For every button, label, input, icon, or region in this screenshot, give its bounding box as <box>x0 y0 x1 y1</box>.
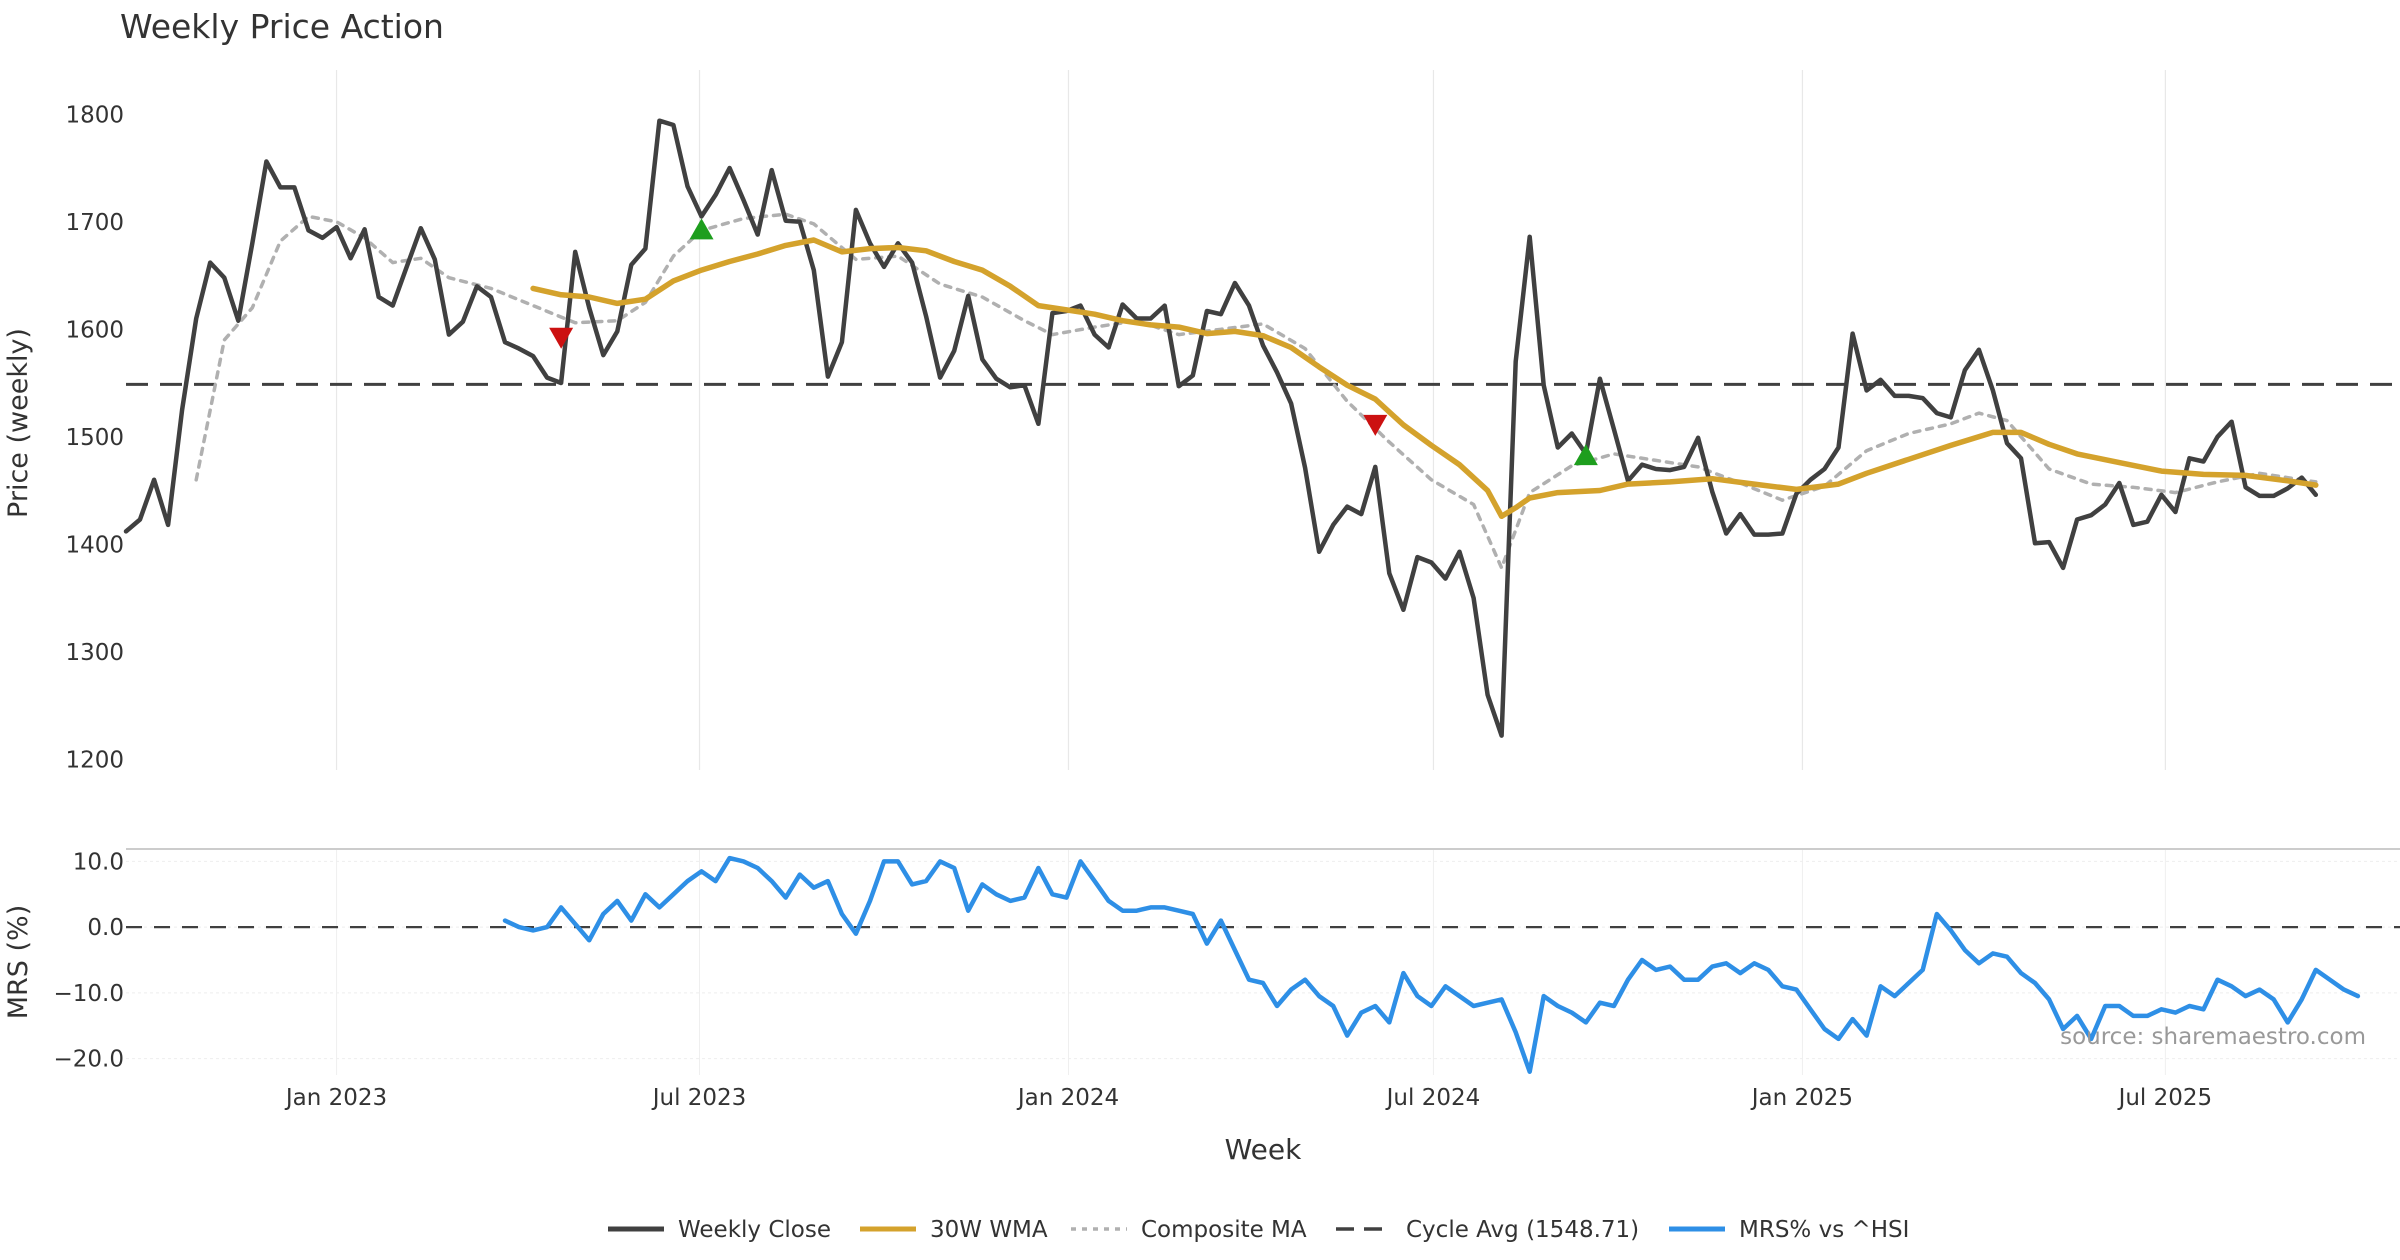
mrs-y-label: MRS (%) <box>3 905 34 1020</box>
mrs-y-ticks: 10.0 0.0 −10.0 −20.0 <box>54 849 124 1072</box>
series-composite-ma <box>194 212 2318 570</box>
sell-signal-marker <box>1363 414 1388 436</box>
price-grid <box>335 70 2166 770</box>
x-axis-label: Week <box>1225 1133 1302 1166</box>
price-y-tick-label: 1400 <box>65 532 124 558</box>
price-y-tick-label: 1300 <box>65 640 124 666</box>
price-y-tick-label: 1500 <box>65 425 124 451</box>
mrs-y-tick-label: 10.0 <box>73 849 124 875</box>
price-series <box>123 118 2319 738</box>
series-weekly-close <box>123 118 2319 738</box>
mrs-series <box>502 855 2361 1074</box>
price-y-ticks: 1800 1700 1600 1500 1400 1300 1200 <box>65 102 124 773</box>
x-ticks: Jan 2023 Jul 2023 Jan 2024 Jul 2024 Jan 2025… <box>284 1085 2212 1111</box>
mrs-grid <box>126 850 2400 1075</box>
series-mrs-vs-hsi <box>502 855 2361 1074</box>
mrs-y-tick-label: 0.0 <box>87 915 124 941</box>
mrs-y-tick-label: −10.0 <box>54 981 124 1007</box>
mrs-y-tick-label: −20.0 <box>54 1047 124 1073</box>
x-tick-label: Jul 2023 <box>651 1085 747 1111</box>
sell-signal-marker <box>549 327 574 349</box>
price-y-tick-label: 1800 <box>65 102 124 128</box>
price-y-label: Price (weekly) <box>3 328 34 518</box>
series-30w-wma <box>530 237 2319 520</box>
legend-label: 30W WMA <box>930 1217 1048 1243</box>
legend-label: Cycle Avg (1548.71) <box>1406 1217 1639 1243</box>
x-tick-label: Jan 2025 <box>1750 1085 1853 1111</box>
price-y-tick-label: 1600 <box>65 317 124 343</box>
buy-signal-marker <box>689 218 714 240</box>
x-tick-label: Jan 2023 <box>284 1085 387 1111</box>
legend: Weekly Close 30W WMA Composite MA Cycle Avg… <box>608 1217 1909 1243</box>
source-annotation: source: sharemaestro.com <box>2060 1024 2366 1050</box>
legend-label: Weekly Close <box>678 1217 831 1243</box>
price-y-tick-label: 1200 <box>65 747 124 773</box>
price-y-tick-label: 1700 <box>65 210 124 236</box>
x-tick-label: Jul 2024 <box>1385 1085 1481 1111</box>
signal-markers <box>549 218 1598 466</box>
legend-label: MRS% vs ^HSI <box>1739 1217 1909 1243</box>
chart-title: Weekly Price Action <box>120 7 444 46</box>
x-tick-label: Jan 2024 <box>1016 1085 1119 1111</box>
buy-signal-marker <box>1573 444 1598 466</box>
x-tick-label: Jul 2025 <box>2117 1085 2213 1111</box>
legend-label: Composite MA <box>1141 1217 1307 1243</box>
